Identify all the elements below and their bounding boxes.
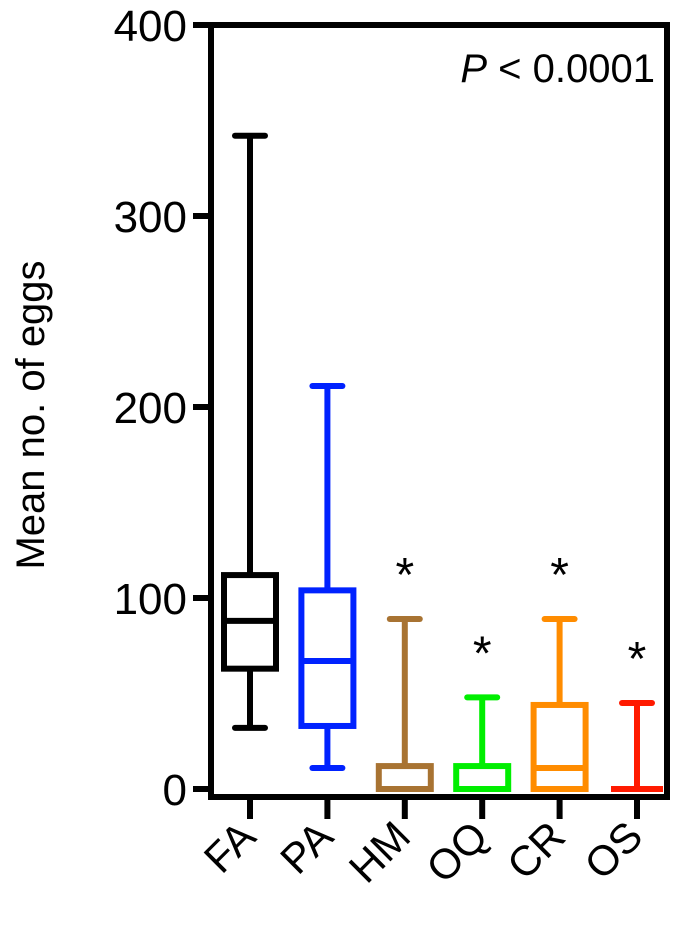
p-symbol: P	[460, 47, 487, 91]
significance-marker: *	[473, 627, 492, 680]
plot-frame	[208, 22, 670, 800]
x-tick-label-fa: FA	[195, 812, 265, 882]
box-pa	[298, 382, 357, 771]
plot-border	[208, 22, 670, 800]
box-hm: *	[375, 549, 434, 793]
x-tick-label-cr: CR	[498, 812, 574, 888]
y-axis-label: Mean no. of eggs	[9, 260, 53, 569]
y-axis: 0 100 200 300 400	[114, 2, 211, 815]
iqr-box	[375, 763, 434, 793]
p-value-text: < 0.0001	[487, 47, 655, 91]
y-tick-label: 400	[114, 2, 187, 51]
x-tick-label-os: OS	[575, 812, 651, 888]
box-series: * * * *	[221, 132, 663, 793]
iqr-box	[453, 763, 512, 793]
box-os: *	[611, 633, 663, 792]
iqr-box	[530, 701, 589, 793]
x-tick-label-hm: HM	[340, 812, 419, 891]
x-tick-label-pa: PA	[271, 812, 342, 883]
y-tick-label: 300	[114, 193, 187, 242]
box-fa	[221, 132, 279, 731]
significance-marker: *	[628, 633, 647, 686]
y-tick-label: 200	[114, 384, 187, 433]
significance-marker: *	[395, 549, 414, 602]
p-value-annotation: P < 0.0001	[460, 47, 655, 91]
y-tick-label: 100	[114, 575, 187, 624]
box-cr: *	[530, 549, 589, 793]
y-tick-label: 0	[163, 766, 187, 815]
x-tick-label-oq: OQ	[417, 812, 496, 891]
significance-marker: *	[550, 549, 569, 602]
box-oq: *	[453, 627, 512, 793]
